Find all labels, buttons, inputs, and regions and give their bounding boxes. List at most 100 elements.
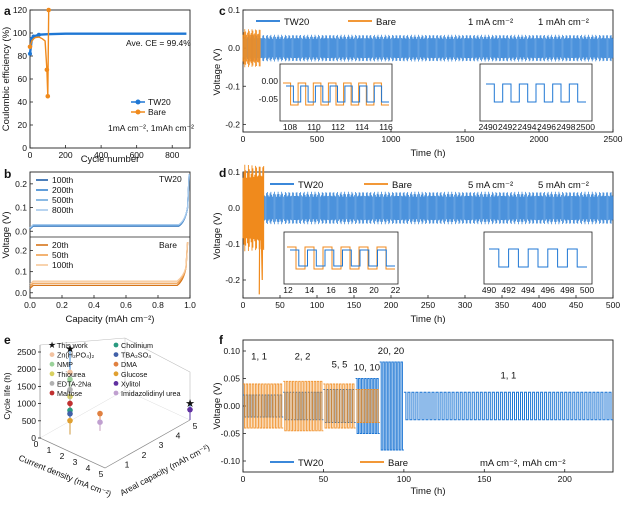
panel-d-inset1-xtick-label-4: 20 — [369, 285, 379, 295]
panel-e-point-0: ★ — [65, 343, 75, 355]
panel-b-xtick-label-0: 0.0 — [24, 300, 36, 310]
panel-e-ztick-label-3: 4 — [176, 431, 181, 441]
panel-e-ytick-label-4: 2000 — [17, 364, 36, 374]
panel-d-inset2-xtick-label-5: 500 — [580, 285, 594, 295]
panel-f-ytick-label-2: 0.00 — [223, 401, 240, 411]
panel-a-xtick-label-1: 200 — [58, 150, 72, 160]
panel-f-ytick-label-4: -0.10 — [221, 456, 241, 466]
panel-b-top-ytick-label-2: 0.2 — [15, 179, 27, 189]
panel-f-marks — [243, 361, 613, 451]
panel-e-xtick-label-0: 0 — [34, 439, 39, 449]
panel-e-legend-marker-7 — [113, 352, 119, 357]
panel-c-inset1-xtick-label-1: 110 — [307, 122, 321, 132]
panel-d-inset1-xtick-label-1: 14 — [305, 285, 315, 295]
panel-e-point-11 — [187, 406, 193, 413]
panel-d-condition-current: 5 mA cm⁻² — [468, 180, 513, 191]
panel-c-inset2-xtick-label-3: 2496 — [537, 122, 556, 132]
panel-e-xtick-label-3: 3 — [73, 457, 78, 467]
panel-c-xtick-label-1: 500 — [310, 134, 324, 144]
panel-f-ytick-label-1: 0.05 — [223, 374, 240, 384]
panel-e-zlabel: Areal capacity (mAh cm⁻²) — [118, 442, 211, 498]
panel-f-ytick-label-3: -0.05 — [221, 429, 241, 439]
panel-e-ylabel: Cycle life (h) — [2, 372, 12, 419]
panel-b-top-curve-800th — [29, 174, 190, 229]
panel-e-legend-marker-9 — [113, 371, 119, 377]
panel-b-xtick-label-4: 0.8 — [152, 300, 164, 310]
panel-d-legend-bare-label: Bare — [392, 180, 412, 191]
panel-e-point-12 — [97, 419, 103, 426]
panel-a-bare-point-7 — [44, 67, 50, 73]
panel-e-point-3 — [67, 376, 73, 383]
panel-a-xtick-label-3: 600 — [130, 150, 144, 160]
panel-f-ylabel: Voltage (V) — [212, 383, 223, 430]
panel-e-legend-marker-10 — [113, 381, 119, 386]
panel-e-legend-marker-4 — [49, 381, 55, 386]
panel-d-xtick-label-1: 50 — [275, 300, 285, 310]
panel-d-xtick-label-6: 300 — [458, 300, 472, 310]
panel-d-xtick-label-7: 350 — [495, 300, 509, 310]
panel-e-xtick-label-5: 5 — [99, 469, 104, 479]
panel-f-rate-label-5: 1, 1 — [501, 371, 517, 382]
panel-e-legend-marker-0: ★ — [48, 340, 56, 350]
panel-e-box-front — [39, 345, 191, 469]
panel-b-xtick-label-1: 0.2 — [56, 300, 68, 310]
panel-a-ytick-label-2: 40 — [18, 97, 28, 107]
panel-c-inset2-xtick-label-1: 2492 — [498, 122, 517, 132]
panel-f-xtick-label-0: 0 — [241, 474, 246, 484]
panel-a-ytick-label-3: 60 — [18, 74, 28, 84]
panel-f-rate-label-0: 1, 1 — [251, 351, 267, 362]
panel-c-inset2-xtick-label-2: 2494 — [518, 122, 537, 132]
panel-d-xtick-label-10: 500 — [606, 300, 620, 310]
panel-e-point-10 — [67, 417, 73, 424]
panel-b-top-label: TW20 — [159, 174, 182, 184]
panel-e-legend-label-1: Zn(H₂PO₄)₂ — [57, 351, 94, 360]
panel-c-inset2-xtick-label-0: 2490 — [479, 122, 498, 132]
panel-c-condition-capacity: 1 mAh cm⁻² — [538, 17, 589, 28]
panel-b-legend-top-label-100th: 100th — [52, 175, 74, 185]
panel-e-legend-label-4: EDTA-2Na — [57, 379, 91, 388]
panel-e-ytick-label-3: 1500 — [17, 381, 36, 391]
panel-c-xtick-label-3: 1500 — [456, 134, 475, 144]
panel-e-ztick-label-2: 3 — [159, 440, 164, 450]
panel-d-bare-trace — [242, 164, 265, 252]
panel-d-inset2-xtick-label-4: 498 — [560, 285, 574, 295]
panel-e-legend-label-8: DMA — [121, 360, 137, 369]
panel-e-ytick-label-2: 1000 — [17, 399, 36, 409]
panel-e-marks: ★★ — [65, 343, 195, 435]
panel-e-legend-label-11: Imidazolidinyl urea — [121, 389, 181, 398]
panel-a-x-ticks: 0 200 400 600 800 — [28, 145, 180, 160]
panel-e-ytick-label-5: 2500 — [17, 347, 36, 357]
panel-d-inset2-xtick-label-0: 490 — [482, 285, 496, 295]
panel-a-bare-point-0 — [27, 44, 33, 50]
panel-b-legend-top-label-500th: 500th — [52, 195, 74, 205]
panel-b-legend-bottom-label-100th: 100th — [52, 260, 74, 270]
panel-e-xtick-label-1: 1 — [47, 445, 52, 455]
panel-c-inset1-xtick-label-3: 114 — [355, 122, 369, 132]
panel-d-legend: TW20 Bare 5 mA cm⁻² 5 mAh cm⁻² — [270, 180, 589, 191]
panel-d-xtick-label-0: 0 — [241, 300, 246, 310]
panel-e-box-back — [39, 337, 191, 420]
panel-d-ylabel: Voltage (V) — [212, 213, 223, 260]
panel-d-inset2-xtick-label-1: 492 — [502, 285, 516, 295]
panel-d-xlabel: Time (h) — [410, 314, 445, 325]
panel-e-point-2 — [67, 369, 73, 376]
panel-e-ztick-label-0: 1 — [125, 459, 130, 469]
panel-f-rate-label-1: 2, 2 — [295, 351, 311, 362]
panel-b-frame — [29, 171, 191, 299]
panel-c-inset1-xtick-label-0: 108 — [283, 122, 297, 132]
panel-e-legend-marker-11 — [113, 390, 119, 396]
panel-c-letter: c — [219, 4, 226, 18]
panel-e-legend: ★ This workZn(H₂PO₄)₂NMPThioureaEDTA-2NaM… — [48, 340, 181, 398]
panel-d-bare-spikes — [258, 171, 264, 295]
panel-f-bare-segment-0 — [243, 383, 284, 429]
panel-d-xtick-label-2: 100 — [310, 300, 324, 310]
panel-a-ytick-label-5: 100 — [13, 28, 27, 38]
panel-e-grid-1 — [39, 389, 126, 439]
panel-c-xtick-label-4: 2000 — [530, 134, 549, 144]
panel-e-grid-2 — [124, 389, 191, 421]
panel-e-legend-marker-3 — [49, 371, 55, 377]
panel-c-inset1-bare-wave — [283, 82, 389, 106]
panel-e-ztick-label-4: 5 — [193, 421, 198, 431]
